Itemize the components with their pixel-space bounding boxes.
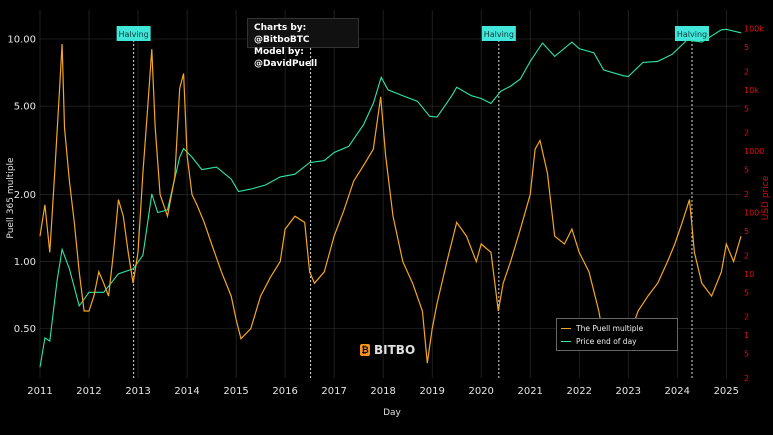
- chart-credit: Charts by: @BitboBTC Model by: @DavidPue…: [247, 18, 359, 69]
- logo-text: BITBO: [374, 343, 416, 357]
- legend-label-puell: The Puell multiple: [576, 324, 644, 333]
- y-left-axis-title: Puell 365 multiple: [6, 157, 16, 239]
- y-left-tick-label: 1.00: [14, 257, 36, 268]
- x-tick-label: 2015: [223, 386, 248, 397]
- x-tick-label: 2018: [370, 386, 395, 397]
- x-tick-label: 2012: [76, 386, 101, 397]
- x-tick-label: 2014: [174, 386, 199, 397]
- x-tick-label: 2011: [27, 386, 52, 397]
- halving-label: Halving: [119, 30, 149, 39]
- halving-label: Halving: [484, 30, 514, 39]
- series-lines: [39, 28, 742, 368]
- halving-label: Halving: [677, 30, 707, 39]
- credit-charts-by: Charts by: @BitboBTC: [254, 23, 310, 45]
- y-right-axis-title: USD price: [761, 175, 771, 220]
- x-axis-title: Day: [383, 408, 401, 418]
- x-axis-ticks: 2011 2012 2013 2014 2015 2016 2017 2018 2019 2020…: [27, 386, 739, 397]
- y-right-tick-label: 2: [744, 129, 749, 138]
- x-tick-label: 2021: [517, 386, 542, 397]
- y-left-tick-label: 10.00: [7, 35, 36, 46]
- halving-badge: [481, 26, 516, 41]
- x-tick-label: 2022: [567, 386, 592, 397]
- y-right-tick-label: 2: [744, 67, 749, 76]
- y-right-tick-label: 10k: [744, 86, 759, 95]
- credit-model-by: Model by: @DavidPuell: [254, 47, 318, 69]
- y-right-tick-label: 10: [744, 270, 754, 279]
- y-right-tick-label: 5: [744, 104, 749, 113]
- y-right-tick-label: 100: [744, 208, 759, 217]
- y-right-tick-label: 2: [744, 190, 749, 199]
- puell-line: [39, 43, 742, 364]
- x-tick-label: 2013: [125, 386, 150, 397]
- y-right-axis-ticks: 100k 5 2 10k 5 2 1000 5 2 100 5 2 10 5 2 1 5 2: [744, 24, 764, 383]
- legend-swatch-price: [561, 341, 571, 342]
- x-tick-label: 2023: [616, 386, 641, 397]
- y-right-tick-label: 5: [744, 288, 749, 297]
- y-right-tick-label: 2: [744, 251, 749, 260]
- x-tick-label: 2025: [714, 386, 739, 397]
- y-right-tick-label: 5: [744, 166, 749, 175]
- x-tick-label: 2024: [665, 386, 690, 397]
- y-left-tick-label: 2.00: [14, 190, 36, 201]
- y-left-axis-ticks: 10.00 5.00 2.00 1.00 0.50: [7, 35, 36, 336]
- y-left-tick-label: 5.00: [14, 102, 36, 113]
- y-right-tick-label: 1: [744, 331, 749, 340]
- legend-item-price: Price end of day: [561, 335, 673, 348]
- y-right-tick-label: 100k: [744, 24, 764, 33]
- y-right-tick-label: 5: [744, 43, 749, 52]
- y-right-tick-label: 2: [744, 374, 749, 383]
- x-tick-label: 2019: [419, 386, 444, 397]
- legend-label-price: Price end of day: [576, 337, 637, 346]
- y-right-tick-label: 5: [744, 227, 749, 236]
- bitcoin-icon: ₿: [360, 344, 370, 356]
- x-tick-label: 2020: [468, 386, 493, 397]
- halving-badge: [116, 26, 151, 41]
- legend-item-puell: The Puell multiple: [561, 322, 673, 335]
- halving-badge: [674, 26, 709, 41]
- y-right-tick-label: 1000: [744, 147, 764, 156]
- y-right-tick-label: 5: [744, 350, 749, 359]
- y-left-tick-label: 0.50: [14, 324, 36, 335]
- bitbo-logo: ₿ BITBO: [360, 343, 415, 357]
- x-tick-label: 2017: [321, 386, 346, 397]
- y-right-tick-label: 2: [744, 313, 749, 322]
- legend: The Puell multiple Price end of day: [556, 318, 678, 351]
- legend-swatch-puell: [561, 328, 571, 329]
- x-tick-label: 2016: [272, 386, 297, 397]
